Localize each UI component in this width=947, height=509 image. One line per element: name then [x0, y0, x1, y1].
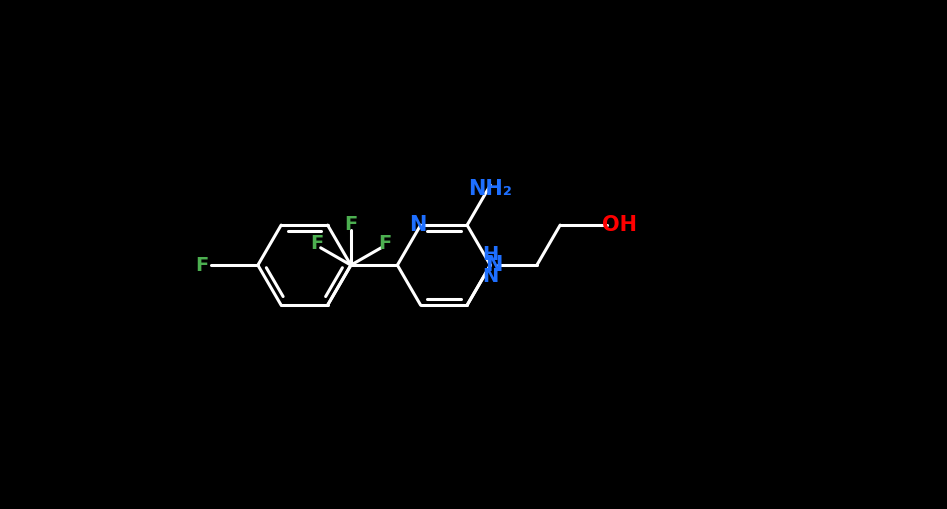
Text: F: F	[379, 235, 391, 253]
Text: F: F	[311, 235, 324, 253]
Text: N: N	[485, 255, 502, 275]
Text: F: F	[345, 215, 358, 234]
Text: OH: OH	[601, 215, 636, 235]
Text: F: F	[195, 256, 208, 275]
Text: N: N	[409, 215, 426, 235]
Text: H
N: H N	[482, 245, 498, 286]
Text: NH₂: NH₂	[469, 179, 512, 199]
